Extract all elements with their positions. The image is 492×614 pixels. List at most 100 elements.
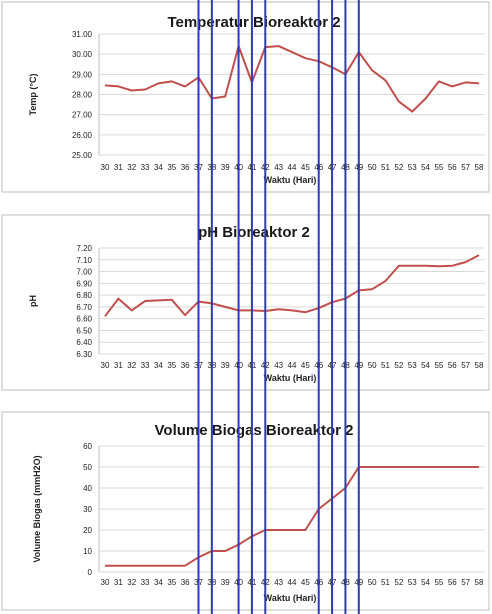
x-tick-label: 51	[381, 361, 390, 370]
y-tick-label: 25.00	[72, 151, 93, 160]
x-tick-label: 43	[274, 163, 283, 172]
y-tick-label: 7.20	[76, 244, 92, 253]
chart-title: pH Bioreaktor 2	[198, 224, 310, 241]
x-tick-label: 30	[101, 361, 110, 370]
x-tick-label: 45	[301, 163, 310, 172]
x-tick-label: 31	[114, 578, 123, 587]
x-tick-label: 44	[288, 578, 297, 587]
x-tick-label: 52	[394, 361, 403, 370]
y-tick-label: 28.00	[72, 91, 93, 100]
x-axis-label: Waktu (Hari)	[264, 373, 317, 383]
x-tick-label: 33	[141, 361, 150, 370]
x-tick-label: 52	[394, 578, 403, 587]
x-tick-label: 35	[167, 361, 176, 370]
x-tick-label: 32	[127, 361, 136, 370]
x-tick-label: 31	[114, 361, 123, 370]
x-tick-label: 53	[408, 163, 417, 172]
x-tick-label: 43	[274, 361, 283, 370]
x-tick-label: 32	[127, 578, 136, 587]
x-tick-label: 34	[154, 163, 163, 172]
x-tick-label: 44	[288, 361, 297, 370]
x-tick-label: 53	[408, 361, 417, 370]
x-tick-label: 56	[448, 163, 457, 172]
x-tick-label: 55	[434, 163, 443, 172]
y-tick-label: 10	[83, 547, 92, 556]
x-tick-label: 53	[408, 578, 417, 587]
x-tick-label: 39	[221, 361, 230, 370]
x-tick-label: 44	[288, 163, 297, 172]
y-tick-label: 6.60	[76, 315, 92, 324]
x-tick-label: 57	[461, 578, 470, 587]
x-tick-label: 35	[167, 163, 176, 172]
x-tick-label: 58	[475, 163, 484, 172]
x-tick-label: 55	[434, 361, 443, 370]
x-tick-label: 36	[181, 361, 190, 370]
y-tick-label: 6.40	[76, 338, 92, 347]
y-tick-label: 20	[83, 526, 92, 535]
x-tick-label: 50	[368, 361, 377, 370]
x-tick-label: 31	[114, 163, 123, 172]
x-tick-label: 30	[101, 578, 110, 587]
y-tick-label: 30	[83, 505, 92, 514]
y-axis-label: pH	[28, 295, 38, 307]
y-tick-label: 6.90	[76, 279, 92, 288]
x-tick-label: 50	[368, 163, 377, 172]
x-tick-label: 33	[141, 578, 150, 587]
x-tick-label: 58	[475, 578, 484, 587]
x-tick-label: 35	[167, 578, 176, 587]
chart-frame	[1, 214, 490, 391]
x-tick-label: 30	[101, 163, 110, 172]
y-tick-label: 50	[83, 463, 92, 472]
chart-title: Volume Biogas Bioreaktor 2	[155, 422, 354, 439]
series-line	[104, 45, 480, 113]
x-tick-label: 55	[434, 578, 443, 587]
x-tick-label: 51	[381, 578, 390, 587]
series-line	[104, 254, 480, 317]
chart-title: Temperatur Bioreaktor 2	[167, 14, 340, 31]
x-tick-label: 34	[154, 578, 163, 587]
y-tick-label: 6.70	[76, 303, 92, 312]
y-tick-label: 31.00	[72, 30, 93, 39]
x-axis-label: Waktu (Hari)	[264, 593, 317, 603]
x-tick-label: 51	[381, 163, 390, 172]
x-tick-label: 56	[448, 361, 457, 370]
y-tick-label: 30.00	[72, 50, 93, 59]
y-tick-label: 40	[83, 484, 92, 493]
x-tick-label: 54	[421, 163, 430, 172]
y-axis-label: Volume Biogas (mmH2O)	[32, 455, 42, 562]
y-tick-label: 7.00	[76, 268, 92, 277]
y-tick-label: 26.00	[72, 131, 93, 140]
x-tick-label: 50	[368, 578, 377, 587]
x-tick-label: 32	[127, 163, 136, 172]
x-tick-label: 33	[141, 163, 150, 172]
y-tick-label: 6.50	[76, 326, 92, 335]
y-tick-label: 0	[88, 568, 93, 577]
x-axis-label: Waktu (Hari)	[264, 175, 317, 185]
x-tick-label: 56	[448, 578, 457, 587]
y-axis-label: Temp (°C)	[28, 74, 38, 116]
x-tick-label: 57	[461, 361, 470, 370]
x-tick-label: 57	[461, 163, 470, 172]
y-tick-label: 27.00	[72, 111, 93, 120]
series-line	[105, 466, 479, 567]
x-tick-label: 58	[475, 361, 484, 370]
chart-frame	[1, 411, 490, 611]
x-tick-label: 39	[221, 578, 230, 587]
x-tick-label: 36	[181, 578, 190, 587]
y-tick-label: 6.80	[76, 291, 92, 300]
x-tick-label: 39	[221, 163, 230, 172]
x-tick-label: 54	[421, 578, 430, 587]
y-tick-label: 60	[83, 442, 92, 451]
y-tick-label: 6.30	[76, 350, 92, 359]
x-tick-label: 54	[421, 361, 430, 370]
x-tick-label: 43	[274, 578, 283, 587]
x-tick-label: 34	[154, 361, 163, 370]
x-tick-label: 36	[181, 163, 190, 172]
x-tick-label: 45	[301, 361, 310, 370]
y-tick-label: 7.10	[76, 256, 92, 265]
x-tick-label: 45	[301, 578, 310, 587]
x-tick-label: 52	[394, 163, 403, 172]
y-tick-label: 29.00	[72, 70, 93, 79]
